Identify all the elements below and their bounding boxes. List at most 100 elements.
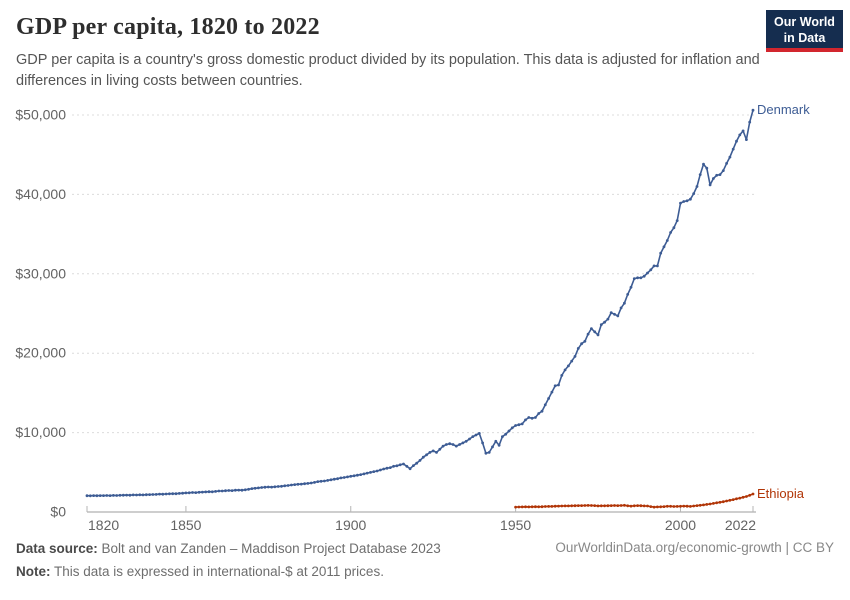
data-point: [118, 493, 122, 497]
data-point: [326, 479, 330, 482]
owid-logo[interactable]: Our World in Data: [766, 10, 843, 52]
data-point: [586, 332, 590, 336]
data-point: [148, 493, 152, 496]
data-point: [464, 439, 468, 443]
data-point: [685, 504, 689, 508]
data-point: [520, 505, 524, 509]
x-tick-label: 1850: [170, 517, 201, 533]
data-point: [570, 359, 574, 363]
data-point: [745, 138, 748, 142]
data-point: [181, 491, 185, 495]
data-point: [342, 476, 346, 479]
series-label-denmark[interactable]: Denmark: [757, 102, 810, 117]
data-point: [270, 485, 273, 489]
data-point: [435, 451, 438, 454]
data-point: [395, 464, 399, 468]
data-point: [540, 409, 544, 413]
data-point: [543, 403, 547, 407]
data-point: [728, 155, 732, 159]
data-point: [92, 494, 95, 497]
data-point: [458, 443, 461, 446]
data-point: [656, 505, 659, 509]
data-point: [412, 464, 415, 467]
data-point: [451, 443, 455, 446]
data-point: [306, 482, 310, 485]
data-point: [685, 199, 689, 203]
data-point: [168, 492, 171, 496]
data-point: [619, 306, 623, 310]
data-point: [698, 173, 702, 177]
y-tick-label: $0: [50, 504, 66, 520]
data-point: [689, 197, 692, 201]
data-point: [382, 467, 386, 471]
data-point: [649, 268, 653, 272]
data-point: [665, 239, 669, 242]
data-point: [112, 494, 115, 497]
data-point: [570, 504, 574, 508]
data-point: [609, 504, 613, 507]
data-point: [369, 471, 372, 474]
data-point: [299, 482, 303, 486]
data-point: [266, 485, 270, 489]
data-point: [543, 505, 547, 508]
data-point: [247, 487, 251, 491]
data-point: [421, 455, 425, 459]
data-point: [606, 504, 610, 508]
data-point: [682, 504, 686, 508]
data-point: [656, 264, 659, 268]
data-point: [623, 503, 626, 507]
data-point: [375, 469, 379, 473]
data-point: [517, 505, 521, 509]
data-point: [154, 493, 158, 496]
data-point: [593, 330, 597, 334]
data-point: [646, 271, 649, 275]
chart-subtitle: GDP per capita is a country's gross dome…: [16, 52, 760, 89]
data-point: [616, 314, 620, 318]
data-point: [319, 479, 323, 483]
data-point: [567, 504, 570, 508]
data-point: [230, 489, 234, 492]
data-point: [171, 492, 175, 496]
y-tick-label: $50,000: [15, 107, 66, 123]
data-point: [415, 461, 419, 465]
y-tick-label: $10,000: [15, 424, 66, 440]
data-point: [705, 166, 709, 170]
data-point: [751, 492, 755, 496]
data-point: [580, 504, 583, 507]
data-point: [715, 501, 719, 505]
data-point: [234, 488, 237, 492]
footer-notes: Data source: Bolt and van Zanden – Maddi…: [16, 538, 441, 584]
data-point: [583, 504, 587, 507]
data-point: [712, 177, 715, 180]
data-point: [243, 488, 247, 492]
data-point: [530, 505, 534, 509]
data-point: [669, 504, 672, 508]
data-point: [652, 264, 656, 268]
data-point: [563, 504, 567, 508]
data-source-text: Bolt and van Zanden – Maddison Project D…: [97, 541, 441, 556]
data-point: [715, 173, 719, 177]
data-point: [184, 491, 188, 495]
data-point: [599, 323, 603, 326]
data-point: [659, 505, 663, 509]
series-label-ethiopia[interactable]: Ethiopia: [757, 486, 805, 501]
data-point: [619, 504, 623, 507]
data-point: [115, 494, 119, 497]
note-label: Note:: [16, 563, 51, 579]
data-point: [313, 481, 316, 484]
data-point: [708, 183, 712, 187]
data-point: [599, 504, 603, 508]
data-point: [197, 490, 201, 494]
line-chart-svg: $0 $10,000 $20,000 $30,000 $40,000 $50,000 182…: [15, 102, 810, 533]
data-point: [95, 494, 99, 498]
data-point: [158, 492, 161, 496]
data-point: [557, 504, 560, 508]
attribution-link[interactable]: OurWorldinData.org/economic-growth | CC …: [555, 540, 834, 555]
data-point: [741, 129, 745, 133]
data-point: [408, 467, 412, 471]
data-point: [191, 491, 194, 494]
data-point: [201, 490, 204, 494]
series-points-denmark: [85, 108, 755, 498]
data-point: [524, 418, 527, 422]
data-point: [316, 480, 320, 483]
